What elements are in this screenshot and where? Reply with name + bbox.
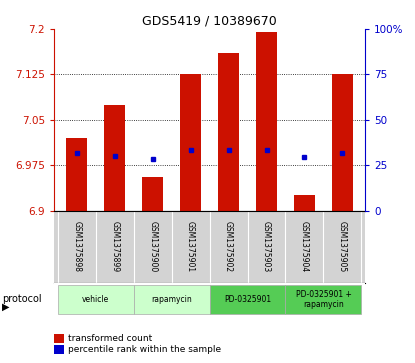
Title: GDS5419 / 10389670: GDS5419 / 10389670	[142, 15, 277, 28]
Text: PD-0325901: PD-0325901	[224, 295, 271, 304]
Text: GSM1375903: GSM1375903	[262, 221, 271, 273]
Bar	[180, 74, 201, 211]
Text: GSM1375900: GSM1375900	[148, 221, 157, 273]
Text: vehicle: vehicle	[82, 295, 109, 304]
Bar	[66, 138, 87, 211]
Bar	[294, 195, 315, 211]
Bar	[134, 285, 210, 314]
Text: GSM1375905: GSM1375905	[338, 221, 347, 273]
Text: PD-0325901 +
rapamycin: PD-0325901 + rapamycin	[295, 290, 352, 309]
Text: GSM1375902: GSM1375902	[224, 221, 233, 272]
Text: transformed count: transformed count	[68, 334, 153, 343]
Text: ▶: ▶	[2, 302, 10, 312]
Text: GSM1375901: GSM1375901	[186, 221, 195, 272]
Bar	[218, 53, 239, 211]
Text: GSM1375899: GSM1375899	[110, 221, 119, 272]
Bar	[332, 74, 353, 211]
Bar	[142, 177, 163, 211]
Bar	[104, 105, 125, 211]
Bar	[286, 285, 361, 314]
Text: GSM1375904: GSM1375904	[300, 221, 309, 273]
Text: protocol: protocol	[2, 294, 42, 305]
Bar	[256, 32, 277, 211]
Bar	[210, 285, 286, 314]
Text: GSM1375898: GSM1375898	[72, 221, 81, 272]
Text: rapamycin: rapamycin	[151, 295, 192, 304]
Bar	[58, 285, 134, 314]
Text: percentile rank within the sample: percentile rank within the sample	[68, 345, 222, 354]
